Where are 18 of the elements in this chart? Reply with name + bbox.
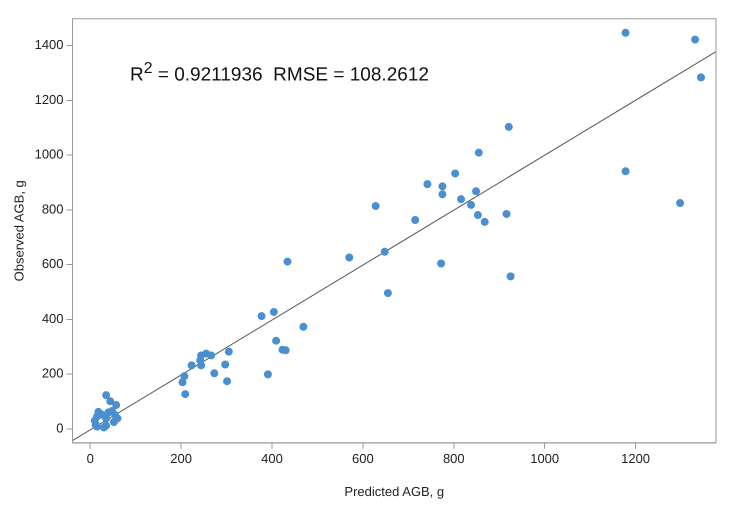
y-tick-label: 400 [42, 310, 64, 326]
y-tick-label: 1000 [34, 146, 64, 162]
x-tick-label: 1200 [621, 451, 650, 466]
x-tick-label: 600 [352, 451, 374, 466]
y-tick-label: 600 [42, 256, 64, 272]
y-tick-label: 200 [42, 366, 64, 381]
y-tick-label: 1400 [34, 37, 64, 52]
y-axis-title: Observed AGB, g [11, 180, 26, 282]
x-tick-label: 200 [170, 451, 192, 466]
y-tick-label: 1200 [34, 92, 64, 107]
x-tick-label: 800 [442, 451, 465, 466]
annotation: R$^{2}$ = 0.9211936 RMSE = 108.2612 [130, 60, 429, 86]
y-tick-label: 800 [42, 201, 64, 216]
y-tick-label: 0 [56, 420, 64, 436]
x-tick-label: 0 [86, 451, 94, 466]
x-tick-label: 400 [261, 451, 283, 466]
x-axis-title: Predicted AGB, g [344, 484, 444, 499]
x-tick-label: 1000 [530, 451, 560, 466]
